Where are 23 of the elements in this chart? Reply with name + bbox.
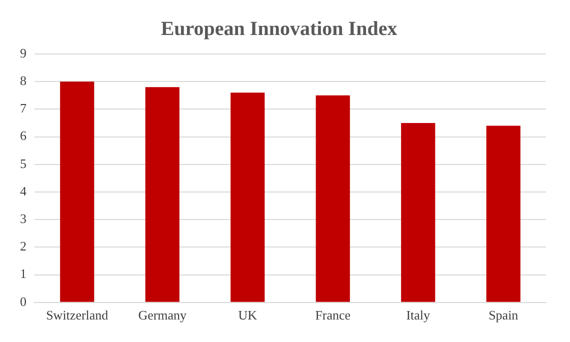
y-tick-label: 5: [20, 156, 26, 171]
bar: [486, 126, 520, 302]
x-tick-label: France: [315, 308, 351, 323]
y-tick-label: 2: [20, 238, 26, 254]
bar: [230, 92, 265, 302]
y-tick-label: 3: [20, 211, 26, 226]
bar: [316, 95, 350, 302]
y-tick-label: 0: [20, 294, 26, 309]
bar: [401, 123, 436, 302]
y-tick-label: 9: [20, 45, 26, 60]
y-tick-label: 7: [20, 100, 27, 116]
bar: [60, 82, 94, 302]
y-tick-label: 8: [20, 73, 26, 88]
y-tick-label: 6: [20, 128, 27, 144]
bar: [145, 87, 180, 302]
x-tick-label: Spain: [488, 308, 519, 323]
y-tick-label: 1: [20, 266, 26, 282]
x-tick-label: Italy: [406, 308, 431, 323]
chart-title: European Innovation Index: [160, 18, 398, 40]
y-tick-label: 4: [20, 183, 27, 198]
x-tick-label: UK: [238, 308, 258, 323]
x-tick-label: Germany: [138, 308, 188, 323]
x-tick-label: Switzerland: [46, 308, 109, 323]
